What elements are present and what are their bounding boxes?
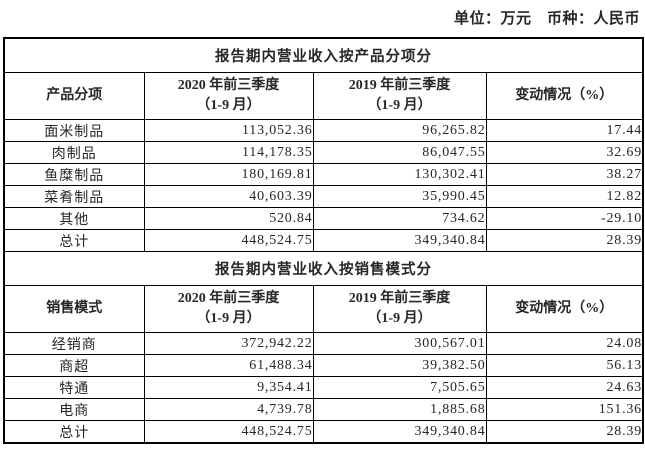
table-row-distributor: 经销商 372,942.22 300,567.01 24.08	[3, 332, 644, 355]
value-2019: 86,047.55	[312, 141, 487, 164]
section-title-products: 报告期内营业收入按产品分项分	[3, 37, 644, 73]
value-2019: 96,265.82	[312, 119, 487, 142]
value-2020: 448,524.75	[143, 420, 314, 444]
header-row-sales-model: 销售模式 2020 年前三季度 （1-9 月） 2019 年前三季度 （1-9 …	[3, 285, 644, 333]
row-label: 鱼糜制品	[3, 163, 145, 186]
column-header-sales-model: 销售模式	[3, 285, 145, 333]
column-header-product-category: 产品分项	[3, 72, 145, 120]
column-header-2020-line2: （1-9 月）	[196, 311, 261, 326]
table-row-other: 其他 520.84 734.62 -29.10	[3, 207, 644, 230]
row-label: 电商	[3, 398, 145, 421]
value-2019: 1,885.68	[312, 398, 487, 421]
row-label: 菜肴制品	[3, 185, 145, 208]
table-row-ecommerce: 电商 4,739.78 1,885.68 151.36	[3, 398, 644, 421]
value-2019: 734.62	[312, 207, 487, 230]
column-header-2019-line2: （1-9 月）	[367, 311, 432, 326]
value-2019: 39,382.50	[312, 354, 487, 377]
section-title-row-sales-model: 报告期内营业收入按销售模式分	[3, 251, 644, 286]
table-row-noodle-rice: 面米制品 113,052.36 96,265.82 17.44	[3, 119, 644, 142]
column-header-change-pct: 变动情况（%）	[485, 72, 644, 120]
row-label: 其他	[3, 207, 145, 230]
column-header-change-pct: 变动情况（%）	[485, 285, 644, 333]
value-2019: 130,302.41	[312, 163, 487, 186]
value-change: 24.63	[485, 376, 644, 399]
section-title-row-products: 报告期内营业收入按产品分项分	[3, 37, 644, 73]
column-header-2019-line2: （1-9 月）	[367, 98, 432, 113]
value-change: 24.08	[485, 332, 644, 355]
table-row-total-sales-model: 总计 448,524.75 349,340.84 28.39	[3, 420, 644, 444]
row-label: 面米制品	[3, 119, 145, 142]
column-header-2019-line1: 2019 年前三季度	[348, 77, 451, 93]
row-label: 总计	[3, 420, 145, 444]
row-label: 总计	[3, 229, 145, 252]
row-label: 肉制品	[3, 141, 145, 164]
row-label: 商超	[3, 354, 145, 377]
value-2019: 300,567.01	[312, 332, 487, 355]
column-header-2020-period: 2020 年前三季度 （1-9 月）	[143, 72, 314, 120]
value-change: 17.44	[485, 119, 644, 142]
value-change: 38.27	[485, 163, 644, 186]
value-2020: 61,488.34	[143, 354, 314, 377]
column-header-2020-line2: （1-9 月）	[196, 98, 261, 113]
value-change: 28.39	[485, 229, 644, 252]
table-row-surimi: 鱼糜制品 180,169.81 130,302.41 38.27	[3, 163, 644, 186]
value-change: 151.36	[485, 398, 644, 421]
column-header-2020-period: 2020 年前三季度 （1-9 月）	[143, 285, 314, 333]
column-header-2020-line1: 2020 年前三季度	[177, 290, 280, 306]
value-2020: 4,739.78	[143, 398, 314, 421]
value-2019: 35,990.45	[312, 185, 487, 208]
column-header-2020-line1: 2020 年前三季度	[177, 77, 280, 93]
value-change: 32.69	[485, 141, 644, 164]
value-2020: 180,169.81	[143, 163, 314, 186]
value-2019: 349,340.84	[312, 229, 487, 252]
value-2020: 113,052.36	[143, 119, 314, 142]
value-2020: 448,524.75	[143, 229, 314, 252]
column-header-2019-period: 2019 年前三季度 （1-9 月）	[312, 72, 487, 120]
revenue-table: 报告期内营业收入按产品分项分 产品分项 2020 年前三季度 （1-9 月） 2…	[3, 37, 644, 444]
value-change: 56.13	[485, 354, 644, 377]
table-row-total-products: 总计 448,524.75 349,340.84 28.39	[3, 229, 644, 252]
column-header-2019-line1: 2019 年前三季度	[348, 290, 451, 306]
value-2020: 114,178.35	[143, 141, 314, 164]
value-2020: 372,942.22	[143, 332, 314, 355]
section-title-sales-model: 报告期内营业收入按销售模式分	[3, 251, 644, 286]
unit-currency-label: 单位：万元 币种：人民币	[453, 11, 640, 27]
table-row-special-channel: 特通 9,354.41 7,505.65 24.63	[3, 376, 644, 399]
table-row-dishes: 菜肴制品 40,603.39 35,990.45 12.82	[3, 185, 644, 208]
table-row-supermarket: 商超 61,488.34 39,382.50 56.13	[3, 354, 644, 377]
value-2020: 9,354.41	[143, 376, 314, 399]
value-2020: 520.84	[143, 207, 314, 230]
value-2019: 7,505.65	[312, 376, 487, 399]
value-2019: 349,340.84	[312, 420, 487, 444]
header-row-products: 产品分项 2020 年前三季度 （1-9 月） 2019 年前三季度 （1-9 …	[3, 72, 644, 120]
row-label: 特通	[3, 376, 145, 399]
value-change: 12.82	[485, 185, 644, 208]
table-row-meat: 肉制品 114,178.35 86,047.55 32.69	[3, 141, 644, 164]
value-2020: 40,603.39	[143, 185, 314, 208]
value-change: -29.10	[485, 207, 644, 230]
value-change: 28.39	[485, 420, 644, 444]
column-header-2019-period: 2019 年前三季度 （1-9 月）	[312, 285, 487, 333]
row-label: 经销商	[3, 332, 145, 355]
